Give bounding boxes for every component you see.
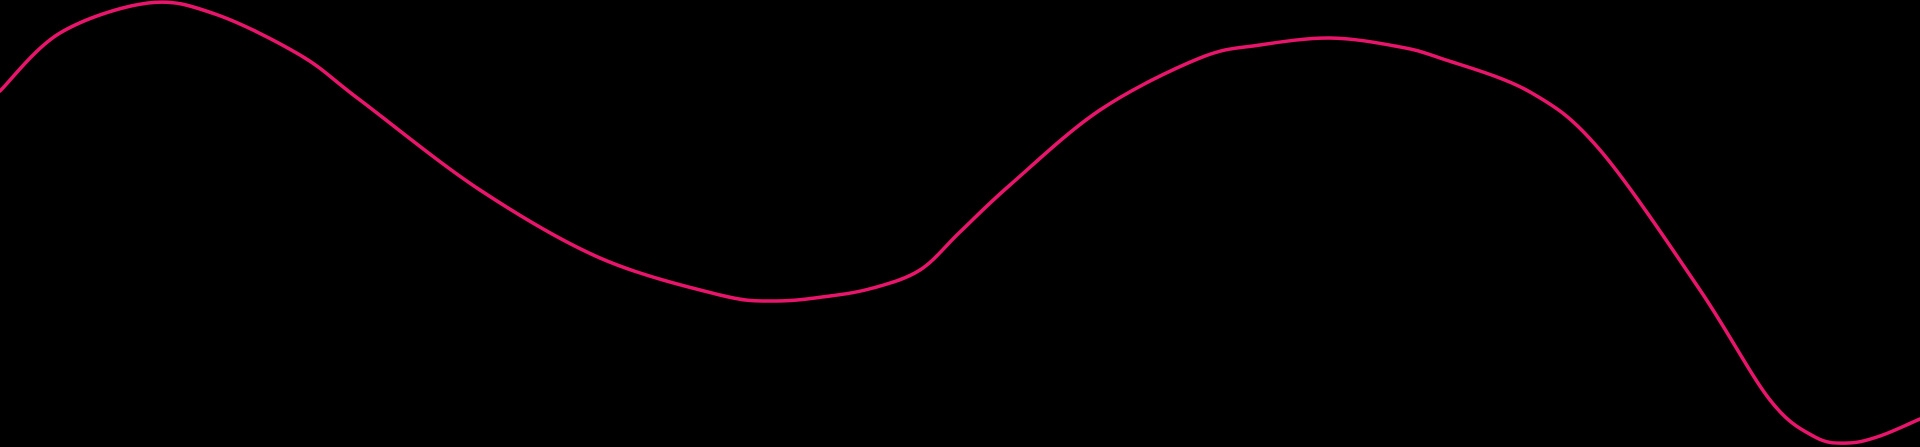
wave-line — [0, 0, 1920, 445]
wave-canvas — [0, 0, 1920, 447]
wave-chart-svg — [0, 0, 1920, 447]
chart-background — [0, 0, 1920, 447]
